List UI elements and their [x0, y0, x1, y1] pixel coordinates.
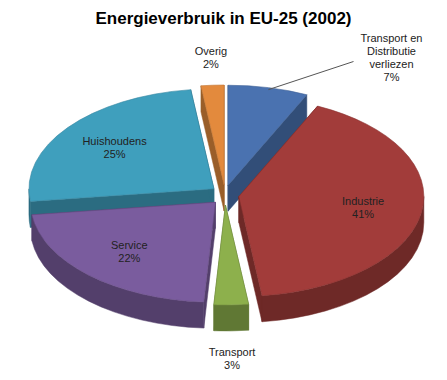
label-name: Industrie — [342, 195, 384, 207]
slice — [32, 202, 216, 302]
data-label: Service22% — [111, 239, 148, 264]
label-value: 22% — [118, 252, 140, 264]
slice-group — [32, 202, 216, 328]
data-labels: Transport enDistributieverliezen7% Indust… — [82, 32, 422, 371]
label-name: Transport — [209, 346, 256, 358]
label-name: Distributie — [367, 45, 416, 57]
background — [0, 0, 447, 380]
label-value: 7% — [384, 71, 400, 83]
data-label: Huishoudens25% — [82, 135, 147, 160]
label-name: Overig — [195, 45, 227, 57]
slice-wall — [214, 304, 249, 331]
slice-group — [239, 106, 424, 322]
data-label: Overig2% — [195, 45, 227, 70]
slice-group — [214, 205, 249, 331]
label-name: Service — [111, 239, 148, 251]
slice — [239, 106, 424, 296]
title: Energieverbruik in EU-25 (2002) — [95, 9, 351, 28]
pie — [29, 85, 424, 331]
slice — [214, 205, 249, 305]
label-value: 25% — [104, 148, 126, 160]
chart: Energieverbruik in EU-25 (2002) Transport… — [0, 0, 447, 380]
slice — [29, 90, 214, 202]
label-value: 41% — [352, 208, 374, 220]
data-label: Transport3% — [209, 346, 256, 371]
label-name: verliezen — [369, 58, 413, 70]
leader-line — [268, 62, 353, 90]
label-name: Transport en — [361, 32, 423, 44]
label-value: 3% — [224, 359, 240, 371]
label-value: 2% — [203, 58, 219, 70]
label-name: Huishoudens — [82, 135, 147, 147]
data-label: Transport enDistributieverliezen7% — [361, 32, 423, 83]
data-label: Industrie41% — [342, 195, 384, 220]
